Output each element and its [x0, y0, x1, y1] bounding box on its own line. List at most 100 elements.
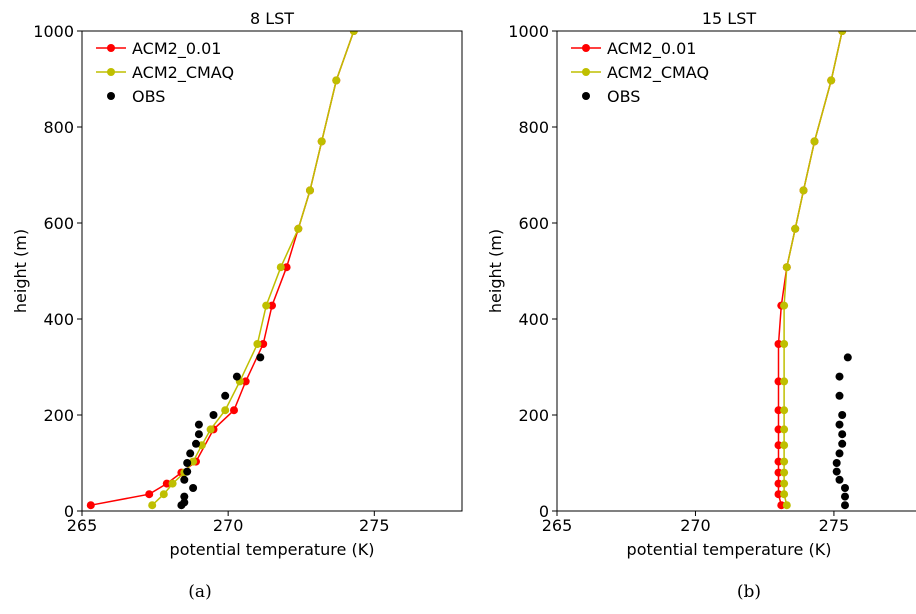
data-point-acm2-cmaq: [799, 186, 808, 195]
data-point-acm2-cmaq: [780, 457, 789, 466]
panel-1: 265 270 275 0 200 400 600 800 1000 15 LST potentia…: [486, 9, 916, 559]
y-tick-label: 600: [43, 214, 74, 233]
data-point-obs: [194, 430, 203, 439]
y-tick-label: 0: [64, 502, 74, 521]
data-point-acm2-cmaq: [317, 137, 326, 146]
data-point-acm2-cmaq: [791, 224, 800, 233]
data-point-obs: [835, 420, 844, 429]
data-point-obs: [209, 411, 218, 419]
data-point-obs: [194, 420, 203, 429]
data-point-acm2-cmaq: [262, 301, 271, 310]
series-line-acm2-0-01: [90, 31, 355, 506]
plot-frame: [81, 30, 463, 512]
series-group: [774, 31, 852, 510]
data-point-obs: [835, 391, 844, 400]
chart-title: 15 LST: [702, 9, 757, 28]
data-point-obs: [189, 484, 198, 492]
y-tick-label: 800: [43, 118, 74, 137]
legend-marker-acm2-0-01: [582, 44, 590, 52]
legend-marker-acm2-0-01: [107, 44, 115, 52]
data-point-obs: [183, 467, 192, 476]
data-point-acm2-cmaq: [780, 406, 789, 415]
data-point-acm2-cmaq: [148, 501, 157, 510]
data-point-acm2-cmaq: [780, 340, 789, 348]
y-tick-label: 200: [43, 406, 74, 425]
data-point-acm2-cmaq: [221, 406, 230, 415]
data-point-acm2-cmaq: [206, 425, 215, 434]
y-tick-label: 400: [43, 310, 74, 329]
data-point-acm2-0-01: [259, 340, 268, 348]
chart-title: 8 LST: [250, 9, 294, 28]
x-tick-label: 265: [542, 516, 573, 535]
data-point-acm2-cmaq: [276, 263, 285, 272]
data-point-acm2-0-01: [774, 490, 783, 499]
data-point-obs: [192, 439, 200, 448]
data-point-acm2-cmaq: [782, 501, 791, 510]
x-tick-label: 270: [213, 516, 244, 535]
y-axis-label: height (m): [486, 229, 505, 313]
data-point-acm2-0-01: [777, 501, 786, 510]
data-point-obs: [180, 492, 189, 501]
data-point-acm2-cmaq: [306, 186, 314, 195]
data-point-acm2-cmaq: [780, 468, 789, 477]
data-point-obs: [838, 411, 847, 419]
panel-0: 265 270 275 0 200 400 600 800 1000 8 LST potential…: [11, 9, 463, 559]
data-point-acm2-cmaq: [780, 490, 789, 499]
x-tick-label: 275: [819, 516, 850, 535]
caption-a: (a): [188, 582, 212, 602]
data-point-obs: [232, 372, 241, 381]
x-tick-label: 275: [359, 516, 390, 535]
y-tick-label: 800: [518, 118, 549, 137]
legend-label-obs: OBS: [607, 87, 640, 106]
data-point-acm2-0-01: [774, 441, 783, 450]
x-axis-label: potential temperature (K): [627, 540, 832, 559]
data-point-obs: [841, 484, 849, 492]
data-point-obs: [838, 439, 847, 448]
data-point-acm2-cmaq: [780, 441, 789, 450]
data-point-acm2-0-01: [774, 425, 783, 434]
data-point-acm2-0-01: [774, 340, 783, 348]
legend-label-obs: OBS: [132, 87, 165, 106]
data-point-acm2-0-01: [774, 468, 783, 477]
legend-label-acm2-0-01: ACM2_0.01: [132, 39, 221, 59]
data-point-acm2-cmaq: [810, 137, 819, 146]
legend-marker-acm2-cmaq: [582, 68, 590, 76]
legend-label-acm2-0-01: ACM2_0.01: [607, 39, 696, 59]
data-point-obs: [832, 467, 841, 476]
data-point-acm2-cmaq: [780, 377, 789, 386]
data-point-acm2-cmaq: [159, 490, 168, 499]
data-point-obs: [256, 353, 265, 362]
legend-label-acm2-cmaq: ACM2_CMAQ: [607, 63, 709, 83]
data-point-acm2-cmaq: [780, 425, 789, 434]
data-point-acm2-cmaq: [349, 31, 358, 35]
x-tick-label: 270: [680, 516, 711, 535]
series-group: [86, 31, 358, 510]
data-point-acm2-0-01: [268, 301, 276, 310]
legend-marker-obs: [107, 92, 115, 100]
data-point-obs: [832, 459, 841, 467]
data-point-acm2-0-01: [774, 406, 783, 415]
y-axis-label: height (m): [11, 229, 30, 313]
data-point-obs: [841, 492, 849, 501]
data-point-acm2-0-01: [241, 377, 250, 386]
y-tick-label: 1000: [508, 22, 549, 41]
y-tick-label: 400: [518, 310, 549, 329]
y-tick-label: 0: [539, 502, 549, 521]
data-point-acm2-0-01: [230, 406, 238, 415]
data-point-acm2-cmaq: [780, 479, 789, 488]
data-point-acm2-0-01: [86, 501, 95, 510]
y-tick-label: 600: [518, 214, 549, 233]
data-point-acm2-cmaq: [253, 340, 262, 348]
data-point-obs: [180, 475, 189, 484]
y-tick-label: 1000: [33, 22, 74, 41]
legend-label-acm2-cmaq: ACM2_CMAQ: [132, 63, 234, 83]
data-point-obs: [835, 372, 844, 381]
data-point-acm2-0-01: [145, 490, 154, 499]
data-point-acm2-cmaq: [332, 76, 341, 85]
x-axis-label: potential temperature (K): [170, 540, 375, 559]
data-point-acm2-0-01: [774, 479, 783, 488]
data-point-acm2-cmaq: [782, 263, 791, 272]
data-point-acm2-cmaq: [838, 31, 847, 35]
